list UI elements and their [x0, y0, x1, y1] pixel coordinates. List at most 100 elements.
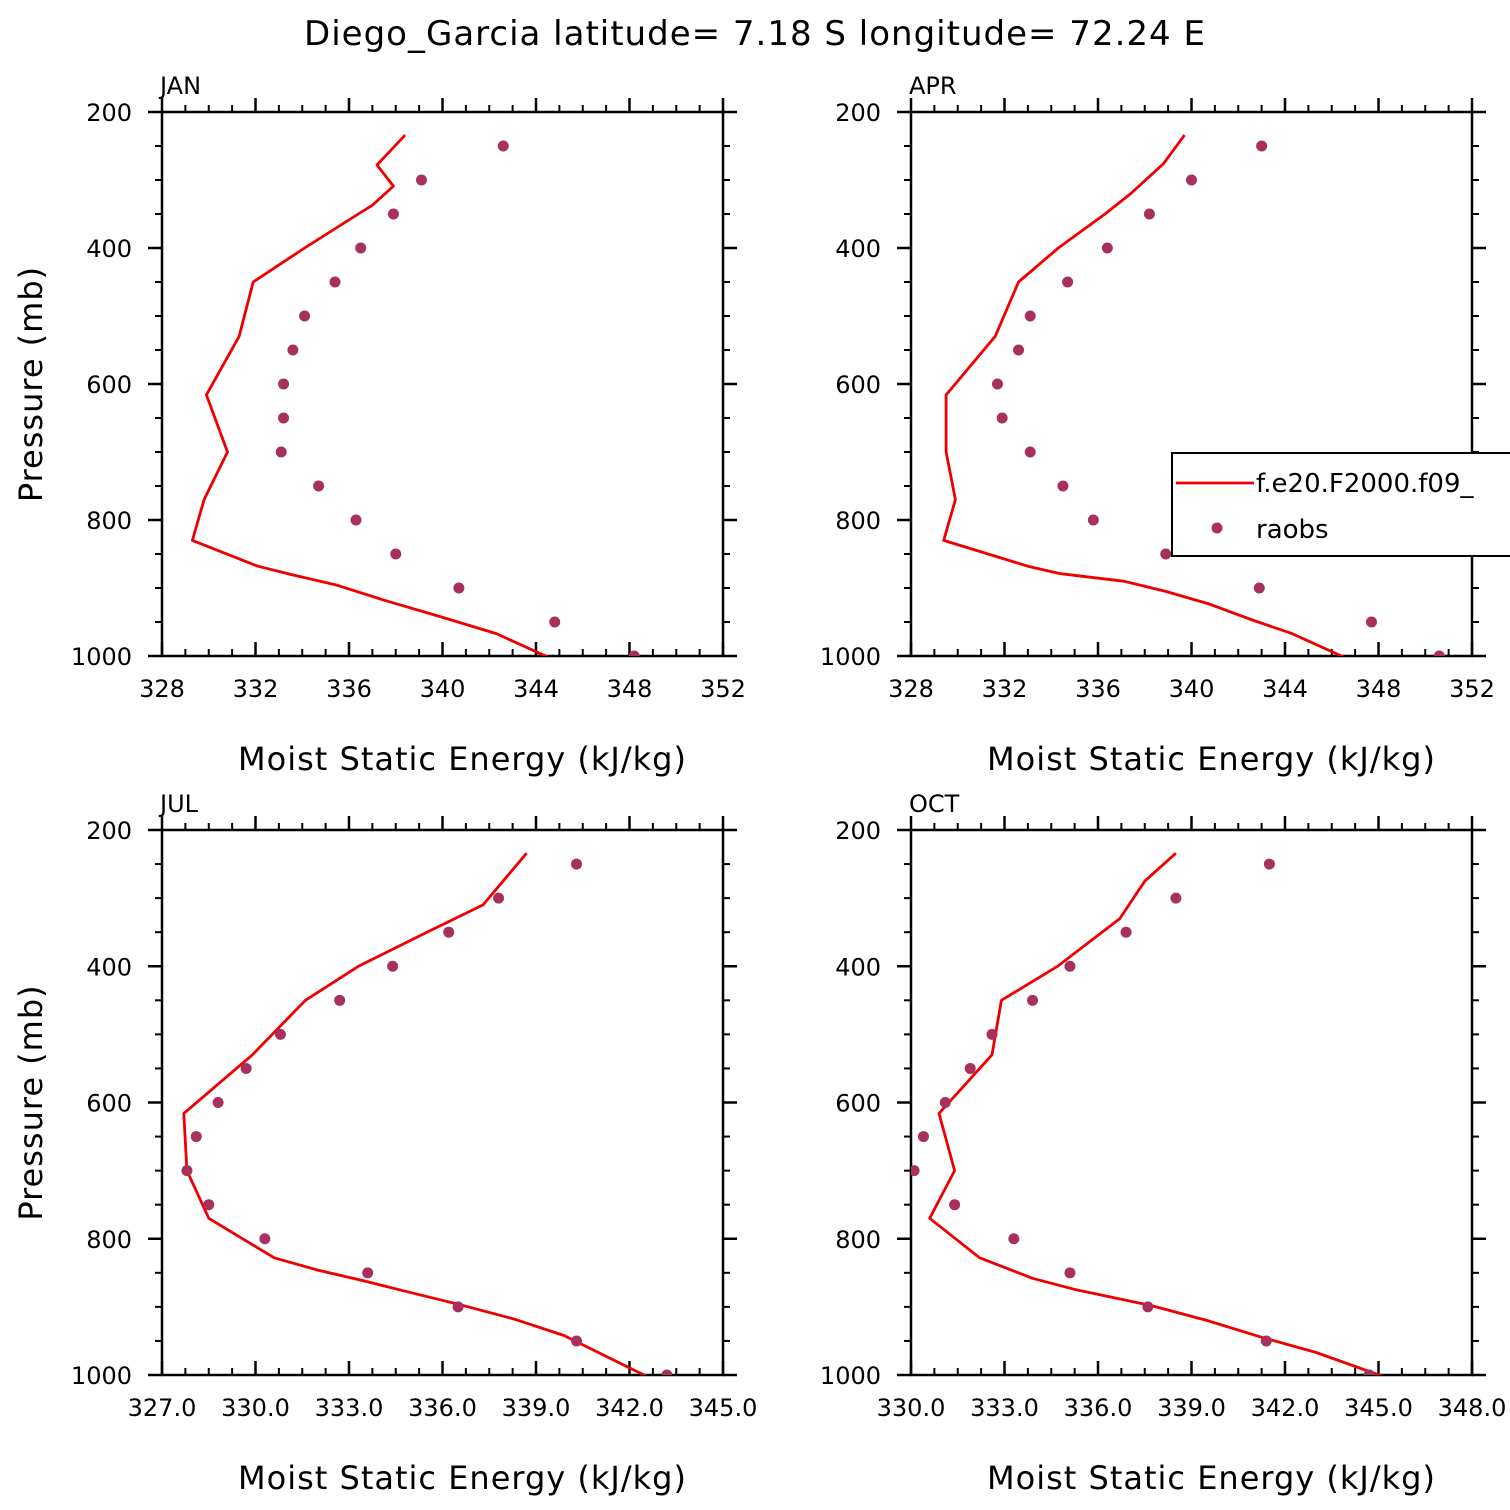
raobs-point [493, 892, 505, 904]
plot-frame [160, 110, 725, 658]
y-axis-title: Pressure (mb) [12, 266, 50, 502]
x-tick-label: 330.0 [221, 1394, 290, 1422]
panel-title: OCT [909, 790, 960, 818]
raobs-point [964, 1062, 976, 1074]
raobs-point [917, 1131, 929, 1143]
y-tick-label: 600 [86, 371, 132, 399]
raobs-point [661, 1369, 673, 1375]
model-line [190, 134, 549, 656]
raobs-point [287, 344, 299, 356]
x-tick-label: 336.0 [408, 1394, 477, 1422]
raobs-point [911, 1165, 920, 1177]
y-tick-label: 800 [86, 507, 132, 535]
raobs-point [628, 650, 640, 656]
x-tick-label: 345.0 [689, 1394, 758, 1422]
plot-data [181, 852, 673, 1375]
raobs-point [1160, 548, 1172, 560]
raobs-point [1087, 514, 1099, 526]
x-axis-title: Moist Static Energy (kJ/kg) [987, 1459, 1436, 1497]
raobs-point [362, 1267, 374, 1279]
panel-title: JUL [158, 790, 199, 818]
plot-frame [160, 828, 725, 1377]
legend-dot-swatch [1211, 522, 1223, 534]
raobs-point [497, 140, 509, 152]
raobs-point [1062, 276, 1074, 288]
raobs-point [212, 1097, 224, 1108]
raobs-point [443, 926, 455, 938]
raobs-point [299, 310, 311, 322]
x-tick-label: 336.0 [1064, 1394, 1133, 1422]
raobs-point [1260, 1335, 1272, 1347]
raobs-point [1186, 174, 1197, 186]
y-tick-label: 800 [835, 507, 881, 535]
x-tick-label: 344 [513, 675, 559, 703]
raobs-point [390, 548, 402, 560]
raobs-point [181, 1165, 193, 1177]
raobs-point [1008, 1233, 1020, 1245]
y-tick-label: 200 [86, 99, 132, 127]
x-tick-label: 339.0 [502, 1394, 571, 1422]
legend: f.e20.F2000.f09_raobs [1171, 452, 1510, 557]
panel-title: APR [909, 72, 957, 100]
x-tick-label: 348 [607, 675, 653, 703]
panel-oct: 330.0 333.0 336.0 339.0 342.0 345.0 348.0 200 40… [820, 790, 1506, 1497]
raobs-point [549, 616, 561, 628]
x-axis-title: Moist Static Energy (kJ/kg) [238, 740, 687, 778]
raobs-point [1263, 858, 1275, 870]
y-tick-label: 600 [86, 1090, 132, 1118]
x-tick-label: 328 [888, 675, 934, 703]
x-tick-label: 330.0 [877, 1394, 946, 1422]
y-tick-label: 400 [835, 953, 881, 981]
raobs-point [387, 208, 399, 220]
raobs-point [1142, 1301, 1154, 1313]
panel-apr: 328 332 336 340 344 348 352 200 400 600 800 1000 APR… [820, 72, 1495, 778]
plot-data [190, 134, 640, 656]
raobs-point [190, 1131, 202, 1143]
x-tick-label: 342.0 [595, 1394, 664, 1422]
y-tick-label: 200 [835, 817, 881, 845]
x-tick-label: 332 [982, 675, 1028, 703]
y-tick-label: 800 [86, 1226, 132, 1254]
x-tick-label: 345.0 [1344, 1394, 1413, 1422]
x-tick-label: 348 [1356, 675, 1402, 703]
x-axis-title: Moist Static Energy (kJ/kg) [238, 1459, 687, 1497]
plot-data [911, 852, 1384, 1375]
raobs-point [1064, 1267, 1076, 1279]
raobs-point [1024, 310, 1036, 322]
y-tick-label: 600 [835, 371, 881, 399]
x-tick-label: 342.0 [1251, 1394, 1320, 1422]
raobs-point [1170, 892, 1182, 904]
raobs-point [949, 1199, 961, 1211]
raobs-point [1120, 926, 1132, 938]
y-tick-label: 400 [86, 235, 132, 263]
raobs-point [274, 1028, 286, 1040]
panel-jul: 327.0 330.0 333.0 336.0 339.0 342.0 345.0 200 40… [12, 790, 757, 1497]
raobs-point [1024, 446, 1036, 458]
y-tick-label: 1000 [820, 643, 881, 671]
raobs-point [350, 514, 362, 526]
raobs-point [387, 960, 399, 972]
y-tick-label: 200 [835, 99, 881, 127]
y-tick-label: 400 [86, 953, 132, 981]
raobs-point [986, 1028, 998, 1040]
y-tick-label: 600 [835, 1090, 881, 1118]
x-tick-label: 328 [139, 675, 185, 703]
raobs-point [571, 1335, 583, 1347]
model-line [942, 134, 1345, 656]
raobs-point [939, 1097, 951, 1108]
raobs-point [415, 174, 427, 186]
raobs-point [259, 1233, 271, 1245]
raobs-point [203, 1199, 215, 1211]
panel-title: JAN [158, 72, 201, 100]
raobs-point [991, 378, 1003, 390]
x-tick-label: 336 [326, 675, 372, 703]
x-tick-label: 348.0 [1438, 1394, 1507, 1422]
model-line [928, 852, 1384, 1375]
panels: 328 332 336 340 344 348 352 200 400 600 800 1000 JAN… [12, 72, 1510, 1497]
raobs-point [1101, 242, 1113, 254]
panel-jan: 328 332 336 340 344 348 352 200 400 600 800 1000 JAN… [12, 72, 746, 778]
x-tick-label: 340 [1169, 675, 1215, 703]
x-axis-title: Moist Static Energy (kJ/kg) [987, 740, 1436, 778]
raobs-point [240, 1062, 252, 1074]
